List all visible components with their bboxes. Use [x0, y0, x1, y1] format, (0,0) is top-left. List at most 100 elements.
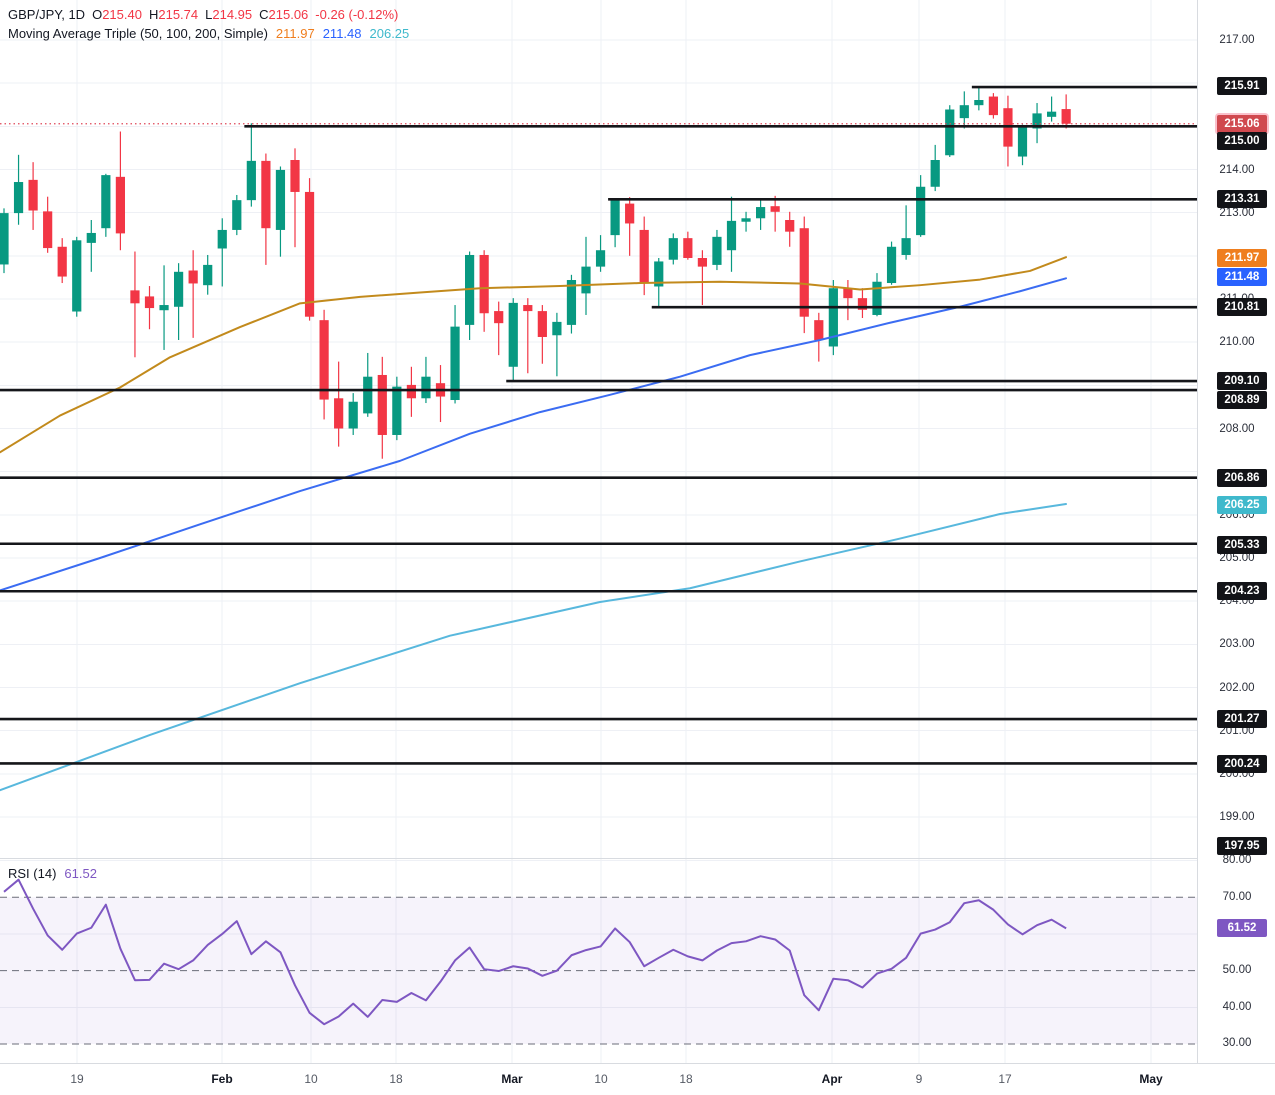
candle-body: [217, 229, 227, 249]
candle-body: [203, 264, 213, 286]
rsi-axis-label: 50.00: [1222, 964, 1252, 976]
chart-plot-area[interactable]: GBP/JPY, 1D O215.40 H215.74 L214.95 C215.06-…: [0, 0, 1275, 1063]
price-axis-badge: 210.81: [1217, 298, 1267, 316]
ma-indicator-title[interactable]: Moving Average Triple (50, 100, 200, Sim…: [8, 26, 268, 41]
price-axis-label: 199.00: [1219, 811, 1255, 823]
candle-body: [959, 105, 969, 119]
candle-body: [0, 213, 9, 265]
candle-body: [974, 100, 984, 106]
price-axis-badge: 206.25: [1217, 496, 1267, 514]
rsi-title[interactable]: RSI (14): [8, 866, 57, 881]
price-axis-badge: 208.89: [1217, 391, 1267, 409]
candle-body: [28, 179, 38, 211]
candle-body: [159, 305, 169, 311]
price-axis-label: 210.00: [1219, 336, 1255, 349]
candle-body: [595, 250, 606, 267]
candle-body: [799, 228, 809, 317]
price-axis-badge: 200.24: [1217, 755, 1267, 773]
chart-canvas: [0, 0, 1219, 1063]
price-axis-badge: 197.95: [1217, 837, 1267, 855]
candle-body: [610, 200, 620, 236]
price-axis-badge: 213.31: [1217, 190, 1267, 208]
candle-body: [275, 169, 286, 230]
close-value: 215.06: [268, 7, 309, 22]
time-axis-label: 10: [594, 1072, 608, 1086]
candle-body: [828, 288, 838, 347]
price-axis-label: 213.00: [1219, 206, 1255, 219]
candle-body: [683, 238, 693, 258]
candle-body: [232, 200, 242, 230]
sma200-line: [0, 503, 1067, 792]
candle-body: [377, 374, 387, 435]
candle-body: [552, 321, 562, 336]
time-axis-label: 18: [389, 1072, 403, 1086]
time-axis-label: 19: [70, 1072, 84, 1086]
candle-body: [537, 311, 547, 337]
time-axis-label: Apr: [821, 1072, 843, 1086]
candle-body: [130, 290, 140, 304]
rsi-axis-label: 40.00: [1222, 1001, 1252, 1013]
candle-body: [945, 109, 955, 156]
open-label: O: [92, 7, 103, 22]
price-axis-badge: 211.48: [1217, 268, 1267, 286]
rsi-band: [0, 897, 1197, 1045]
candle-body: [712, 236, 722, 265]
close-label: C: [259, 7, 269, 22]
price-axis-badge: 215.91: [1217, 77, 1267, 95]
sma50-line: [0, 256, 1067, 454]
candle-body: [523, 305, 533, 312]
candle-body: [814, 320, 824, 341]
change-value: -0.26 (-0.12%): [315, 7, 399, 22]
candle-body: [144, 296, 155, 309]
candle-body: [1032, 113, 1042, 129]
symbol-title[interactable]: GBP/JPY, 1D: [8, 7, 86, 22]
candle-body: [319, 320, 329, 400]
price-axis-badge: 204.23: [1217, 582, 1267, 600]
rsi-axis-label: 70.00: [1222, 891, 1252, 903]
candle-body: [756, 207, 766, 219]
low-value: 214.95: [212, 7, 253, 22]
sma200-value: 206.25: [369, 26, 410, 41]
sma100-line: [0, 277, 1067, 592]
high-label: H: [148, 7, 159, 22]
candle-body: [57, 246, 67, 277]
candle-body: [872, 281, 882, 315]
candle-body: [988, 96, 998, 116]
price-axis-label: 205.00: [1219, 552, 1255, 564]
price-axis-badge: 209.10: [1217, 372, 1267, 390]
candle-body: [363, 376, 373, 414]
candle-body: [770, 206, 780, 212]
candle-body: [566, 280, 577, 325]
price-axis-label: 203.00: [1219, 638, 1255, 651]
candle-body: [43, 211, 53, 249]
candle-body: [654, 261, 664, 287]
candle-body: [174, 271, 184, 307]
ma-indicator-row: Moving Average Triple (50, 100, 200, Sim…: [8, 24, 409, 43]
candle-body: [930, 160, 940, 187]
price-axis[interactable]: 217.00214.00213.00211.00210.00208.00206.…: [1197, 0, 1275, 1063]
pane-separator[interactable]: [0, 858, 1275, 859]
candle-body: [741, 218, 751, 222]
candle-body: [886, 246, 897, 284]
time-axis-label: Mar: [501, 1072, 523, 1086]
rsi-line: [3, 878, 1067, 1026]
candle-body: [508, 302, 518, 367]
low-label: L: [205, 7, 213, 22]
rsi-axis-label: 30.00: [1222, 1037, 1252, 1049]
price-axis-label: 217.00: [1219, 34, 1255, 46]
time-axis[interactable]: 19 Feb 10 18 Mar 10 18 Apr 9 17 May: [0, 1063, 1275, 1095]
candle-body: [261, 160, 271, 229]
time-axis-label: Feb: [211, 1072, 233, 1086]
price-axis-badge: 201.27: [1217, 710, 1267, 728]
candle-body: [1047, 111, 1057, 117]
candle-body: [348, 401, 358, 429]
candle-body: [290, 160, 300, 192]
candle-body: [421, 376, 431, 399]
price-axis-badge: 206.86: [1217, 469, 1267, 487]
candle-body: [1017, 126, 1028, 157]
time-axis-label: 10: [304, 1072, 318, 1086]
candle-body: [115, 176, 125, 234]
time-axis-label: May: [1139, 1072, 1163, 1086]
candle-body: [494, 311, 504, 324]
open-value: 215.40: [102, 7, 142, 22]
